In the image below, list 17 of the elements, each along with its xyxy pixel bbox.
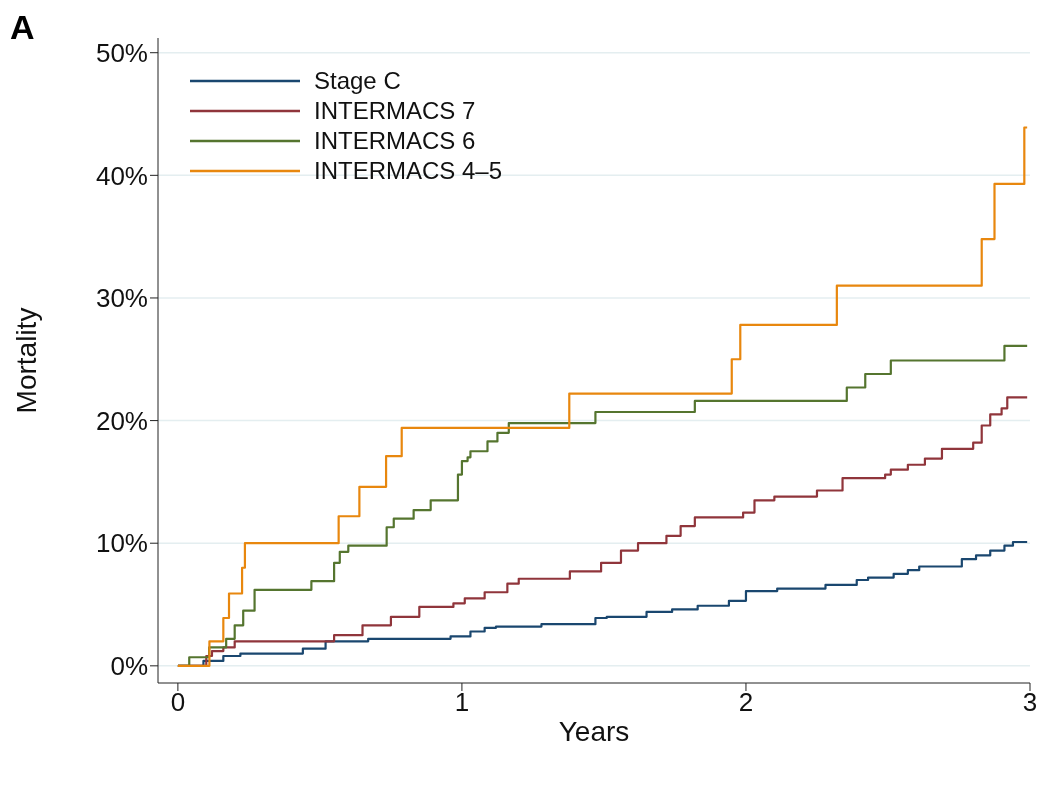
y-tick-label: 20% xyxy=(95,405,148,436)
legend-label: Stage C xyxy=(314,67,401,95)
y-tick-label: 0% xyxy=(110,651,148,682)
x-tick-label: 1 xyxy=(454,687,470,718)
legend-label: INTERMACS 4–5 xyxy=(314,157,503,185)
y-tick-label: 50% xyxy=(95,37,148,68)
y-tick-label: 40% xyxy=(95,160,148,191)
y-axis-title: Mortality xyxy=(10,307,42,414)
y-tick-label: 30% xyxy=(95,283,148,314)
x-tick-label: 2 xyxy=(738,687,754,718)
legend-label: INTERMACS 6 xyxy=(314,127,476,155)
chart-title: A xyxy=(10,8,35,47)
y-tick-label: 10% xyxy=(95,528,148,559)
x-axis-title: Years xyxy=(558,716,630,747)
x-tick-label: 0 xyxy=(170,687,186,718)
legend-label: INTERMACS 7 xyxy=(314,97,476,125)
x-tick-label: 3 xyxy=(1022,687,1038,718)
